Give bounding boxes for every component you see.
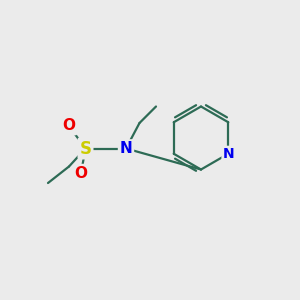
Text: S: S [80, 140, 92, 158]
Text: N: N [120, 141, 132, 156]
Text: O: O [74, 166, 88, 181]
Text: N: N [223, 147, 235, 161]
Text: O: O [62, 118, 76, 134]
